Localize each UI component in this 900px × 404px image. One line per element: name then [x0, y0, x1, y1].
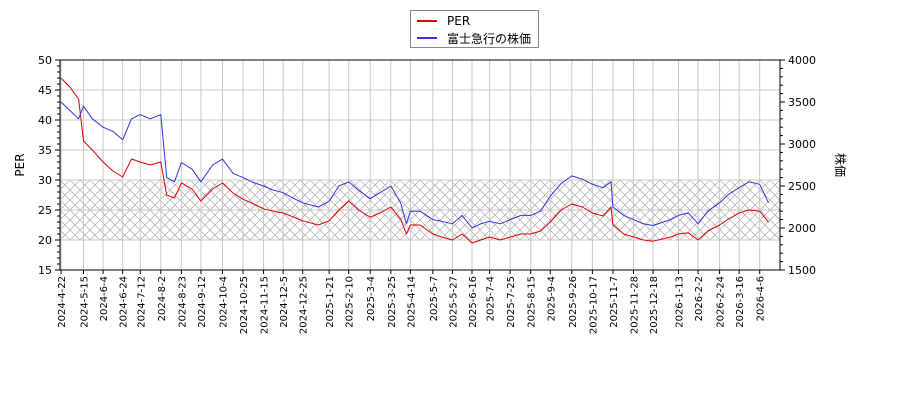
svg-text:3500: 3500 — [788, 96, 816, 109]
legend-label-per: PER — [447, 14, 471, 28]
svg-text:4000: 4000 — [788, 54, 816, 67]
axes — [59, 59, 781, 271]
svg-text:2024-12-25: 2024-12-25 — [299, 276, 310, 334]
svg-text:2025-2-10: 2025-2-10 — [345, 276, 356, 328]
svg-text:2025-3-25: 2025-3-25 — [387, 276, 398, 328]
svg-text:2024-6-24: 2024-6-24 — [119, 276, 130, 328]
svg-text:1500: 1500 — [788, 264, 816, 277]
svg-text:2026-2-24: 2026-2-24 — [716, 276, 727, 328]
svg-text:2025-1-21: 2025-1-21 — [325, 276, 336, 328]
svg-text:2025-4-14: 2025-4-14 — [406, 276, 417, 328]
series-per-line — [60, 77, 769, 244]
svg-text:2500: 2500 — [788, 180, 816, 193]
svg-text:2025-6-16: 2025-6-16 — [468, 276, 479, 328]
gridlines — [60, 60, 780, 270]
svg-text:2025-7-25: 2025-7-25 — [506, 276, 517, 328]
svg-text:2025-5-27: 2025-5-27 — [448, 276, 459, 328]
legend-swatch-blue — [417, 37, 437, 39]
svg-text:2024-10-4: 2024-10-4 — [218, 276, 229, 328]
svg-text:2025-10-17: 2025-10-17 — [588, 276, 599, 334]
y-axis-right-label: 株価 — [833, 153, 848, 177]
svg-text:2024-12-5: 2024-12-5 — [279, 276, 290, 328]
svg-text:2025-11-28: 2025-11-28 — [629, 276, 640, 334]
svg-text:40: 40 — [38, 114, 52, 127]
svg-text:2000: 2000 — [788, 222, 816, 235]
svg-text:2024-10-25: 2024-10-25 — [239, 276, 250, 334]
legend-label-stock-price: 富士急行の株価 — [447, 31, 532, 46]
svg-text:2026-3-16: 2026-3-16 — [735, 276, 746, 328]
legend-swatch-red — [417, 20, 437, 22]
svg-text:2024-8-23: 2024-8-23 — [177, 276, 188, 328]
svg-text:2026-1-13: 2026-1-13 — [674, 276, 685, 328]
svg-text:2025-12-18: 2025-12-18 — [649, 276, 660, 334]
y-axis-left-label: PER — [13, 153, 27, 176]
svg-text:25: 25 — [38, 204, 52, 217]
svg-text:50: 50 — [38, 54, 52, 67]
svg-text:2026-4-6: 2026-4-6 — [756, 276, 767, 321]
svg-text:2024-6-4: 2024-6-4 — [99, 276, 110, 321]
legend-item-per: PER — [417, 13, 470, 29]
svg-text:2026-2-2: 2026-2-2 — [694, 276, 705, 321]
y-axis-left-ticks: 15 20 25 30 35 40 45 50 — [38, 54, 60, 277]
svg-text:15: 15 — [38, 264, 52, 277]
svg-text:2025-7-4: 2025-7-4 — [486, 276, 497, 321]
legend: PER 富士急行の株価 — [410, 10, 539, 48]
svg-text:20: 20 — [38, 234, 52, 247]
svg-text:2024-4-22: 2024-4-22 — [57, 276, 68, 328]
svg-text:2024-5-15: 2024-5-15 — [80, 276, 91, 328]
series-stock-price-line — [60, 101, 769, 229]
svg-text:2025-11-7: 2025-11-7 — [609, 276, 620, 328]
svg-text:2024-7-12: 2024-7-12 — [136, 276, 147, 328]
svg-text:2024-9-12: 2024-9-12 — [197, 276, 208, 328]
svg-text:2025-5-7: 2025-5-7 — [429, 276, 440, 321]
svg-text:2025-9-26: 2025-9-26 — [568, 276, 579, 328]
svg-text:30: 30 — [38, 174, 52, 187]
x-axis-ticks: 2024-4-22 2024-5-15 2024-6-4 2024-6-24 2024-… — [57, 270, 767, 334]
svg-text:35: 35 — [38, 144, 52, 157]
svg-text:3000: 3000 — [788, 138, 816, 151]
svg-text:45: 45 — [38, 84, 52, 97]
svg-text:2024-8-2: 2024-8-2 — [157, 276, 168, 321]
svg-text:2025-3-4: 2025-3-4 — [366, 276, 377, 321]
series-lines — [60, 77, 769, 244]
svg-text:2025-9-4: 2025-9-4 — [546, 276, 557, 321]
svg-text:2024-11-15: 2024-11-15 — [260, 276, 271, 334]
legend-item-stock-price: 富士急行の株価 — [417, 30, 531, 46]
svg-text:2025-8-15: 2025-8-15 — [527, 276, 538, 328]
y-axis-right-ticks: 1500 2000 2500 3000 3500 4000 — [780, 54, 816, 277]
